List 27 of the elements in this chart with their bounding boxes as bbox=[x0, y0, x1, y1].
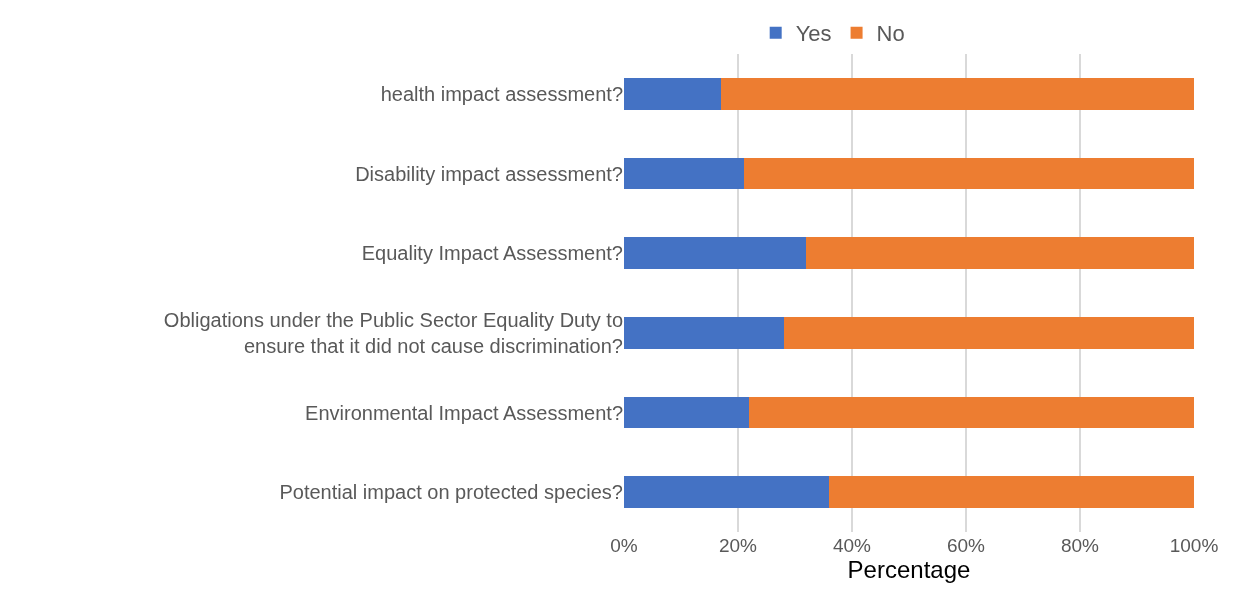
x-tick-label: 60% bbox=[946, 535, 986, 556]
x-tick-label: 20% bbox=[718, 535, 758, 556]
x-tick-label: 0% bbox=[610, 535, 638, 556]
bar bbox=[624, 237, 807, 270]
bar bbox=[624, 77, 721, 110]
bar bbox=[624, 157, 744, 190]
y-tick-label: Potential impact on protected species? bbox=[279, 481, 623, 504]
x-tick-label: 40% bbox=[832, 535, 872, 556]
bar bbox=[720, 77, 1194, 110]
y-tick-label: Equality Impact Assessment? bbox=[361, 242, 623, 265]
y-tick-label: Environmental Impact Assessment? bbox=[305, 401, 623, 424]
bar bbox=[806, 237, 1194, 270]
bar bbox=[743, 157, 1194, 190]
legend-label: Yes bbox=[795, 21, 832, 47]
bar bbox=[783, 316, 1194, 349]
bar bbox=[624, 396, 750, 429]
legend-label: No bbox=[876, 21, 905, 47]
y-tick-label: Disability impact assessment? bbox=[355, 162, 623, 185]
x-axis-title: Percentage bbox=[847, 556, 971, 584]
x-tick-label: 100% bbox=[1169, 535, 1219, 556]
y-tick-label: Obligations under the Public Sector Equality Duty to ensure that it did not cause discrimination? bbox=[163, 308, 623, 357]
x-tick-label: 80% bbox=[1060, 535, 1100, 556]
y-tick-label: health impact assessment? bbox=[380, 82, 623, 105]
bar bbox=[829, 476, 1194, 509]
bar bbox=[624, 316, 784, 349]
bar bbox=[624, 476, 830, 509]
bar bbox=[749, 396, 1194, 429]
